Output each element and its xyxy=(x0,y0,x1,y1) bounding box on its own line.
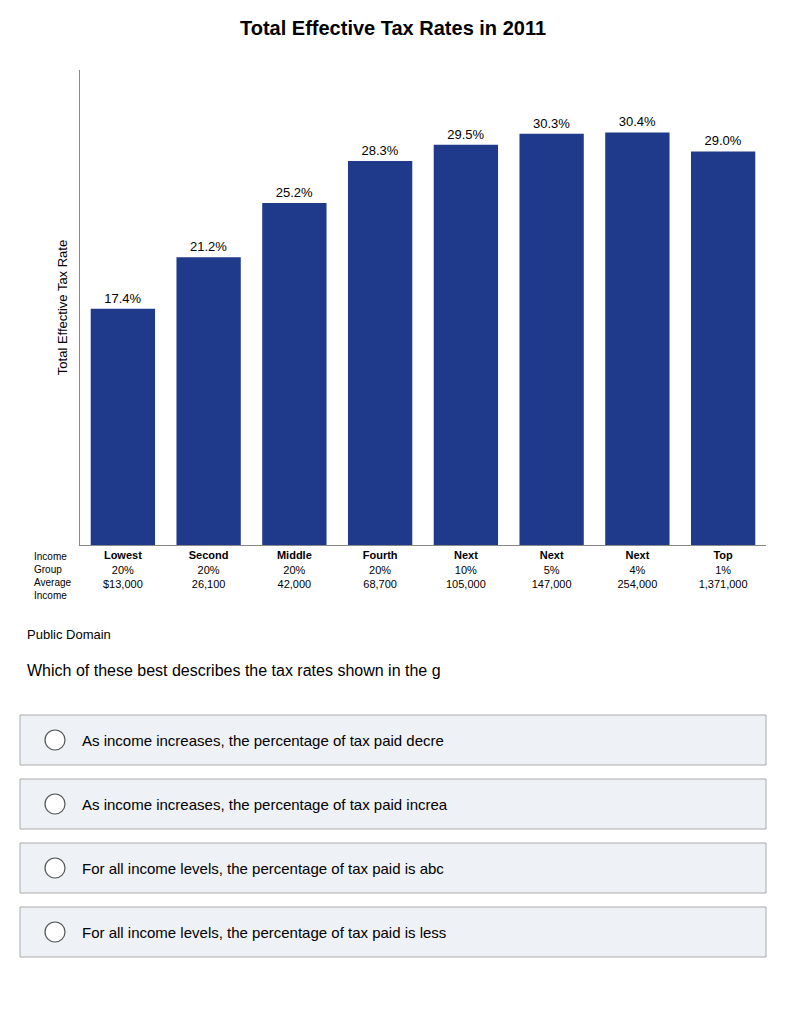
svg-text:Lowest20%$13,000: Lowest20%$13,000 xyxy=(103,549,143,590)
svg-text:30.4%: 30.4% xyxy=(619,114,656,129)
svg-text:Next4%254,000: Next4%254,000 xyxy=(617,549,657,590)
svg-text:Public Domain: Public Domain xyxy=(27,627,111,642)
svg-text:30.3%: 30.3% xyxy=(533,116,570,131)
svg-text:28.3%: 28.3% xyxy=(361,143,398,158)
svg-text:Fourth20%68,700: Fourth20%68,700 xyxy=(363,549,398,590)
svg-text:Which of these best describes: Which of these best describes the tax ra… xyxy=(27,662,441,679)
svg-text:IncomeGroupAverageIncome: IncomeGroupAverageIncome xyxy=(34,551,72,601)
svg-text:Total Effective Tax Rate: Total Effective Tax Rate xyxy=(55,240,70,375)
svg-text:For all income levels, the per: For all income levels, the percentage of… xyxy=(82,924,446,941)
svg-text:Next10%105,000: Next10%105,000 xyxy=(446,549,486,590)
svg-text:Second20%26,100: Second20%26,100 xyxy=(189,549,229,590)
svg-text:For all income levels, the per: For all income levels, the percentage of… xyxy=(82,860,444,877)
svg-text:Middle20%42,000: Middle20%42,000 xyxy=(277,549,312,590)
svg-text:25.2%: 25.2% xyxy=(276,185,313,200)
svg-text:As income increases, the perce: As income increases, the percentage of t… xyxy=(82,732,444,749)
svg-text:Total Effective Tax Rates in 2: Total Effective Tax Rates in 2011 xyxy=(240,17,546,39)
svg-text:29.0%: 29.0% xyxy=(704,133,741,148)
svg-text:21.2%: 21.2% xyxy=(190,239,227,254)
svg-text:As income increases, the perce: As income increases, the percentage of t… xyxy=(82,796,448,813)
svg-text:17.4%: 17.4% xyxy=(104,291,141,306)
svg-text:Next5%147,000: Next5%147,000 xyxy=(532,549,572,590)
svg-text:29.5%: 29.5% xyxy=(447,127,484,142)
svg-text:Top1%1,371,000: Top1%1,371,000 xyxy=(699,549,748,590)
